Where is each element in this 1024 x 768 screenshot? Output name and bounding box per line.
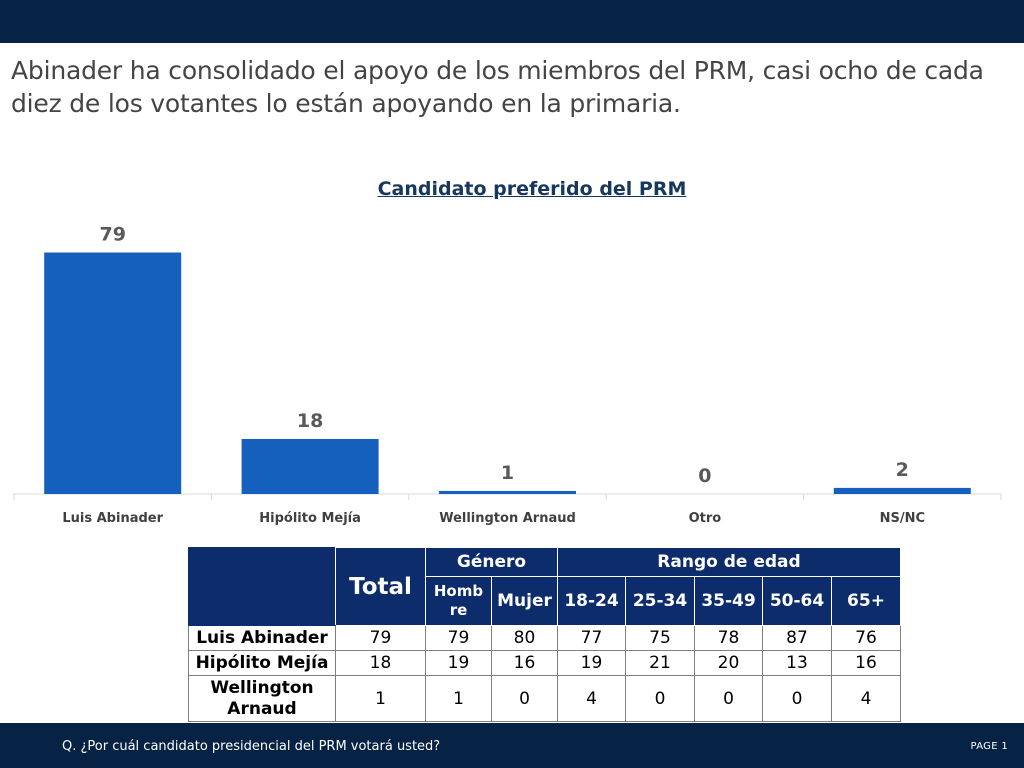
- table-header-genero: Género: [425, 547, 558, 577]
- x-tick-label: Hipólito Mejía: [259, 511, 361, 526]
- survey-question: Q. ¿Por cuál candidato presidencial del …: [62, 739, 441, 754]
- table-row: Luis Abinader 79 79 80 77 75 78 87 76: [188, 625, 901, 651]
- table-cell: 16: [831, 650, 901, 676]
- footer-bar: Q. ¿Por cuál candidato presidencial del …: [0, 723, 1024, 768]
- table-row-label: Hipólito Mejía: [188, 650, 336, 676]
- table-cell: 0: [762, 675, 832, 722]
- table-cell: 20: [694, 650, 763, 676]
- table-header-total: Total: [335, 547, 426, 626]
- table-cell: 77: [557, 625, 626, 651]
- bar-chart: 79 Luis Abinader 18 Hipólito Mejía 1 Wellingt…: [13, 224, 1002, 526]
- table-header-rango-de-edad: Rango de edad: [557, 547, 901, 577]
- table-cell: 16: [491, 650, 558, 676]
- table-cell: 1: [335, 675, 426, 722]
- table-cell: 0: [625, 675, 695, 722]
- table-header-age-65-plus: 65+: [831, 576, 901, 626]
- table-cell: 79: [425, 625, 492, 651]
- table-cell: 80: [491, 625, 558, 651]
- table-cell: 4: [831, 675, 901, 722]
- bar-ns-nc: [833, 487, 971, 494]
- bar-value-label: 18: [297, 410, 323, 432]
- top-banner: [0, 0, 1024, 43]
- table-cell: 87: [762, 625, 832, 651]
- table-row-label: Luis Abinader: [188, 625, 336, 651]
- table-header-age-50-64: 50-64: [762, 576, 832, 626]
- crosstab-table: Total Género Rango de edad Homb re Mujer …: [188, 547, 901, 722]
- page-number: PAGE 1: [970, 741, 1008, 752]
- bar-wellington-arnaud: [439, 490, 576, 494]
- x-tick-label: Otro: [689, 511, 722, 526]
- bar-value-label: 0: [698, 465, 711, 487]
- bar-hip-lito-mej-a: [241, 438, 379, 494]
- table-header-age-25-34: 25-34: [625, 576, 695, 626]
- table-header-hombre: Homb re: [425, 576, 492, 626]
- chart-title: Candidato preferido del PRM: [377, 178, 687, 200]
- table-corner-cell: [188, 547, 336, 626]
- x-tick-label: Luis Abinader: [62, 511, 163, 526]
- table-cell: 78: [694, 625, 763, 651]
- table-header-age-18-24: 18-24: [557, 576, 626, 626]
- table-row-label: Wellington Arnaud: [188, 675, 336, 722]
- table-cell: 4: [557, 675, 626, 722]
- table-cell: 19: [557, 650, 626, 676]
- bar-value-label: 2: [896, 459, 909, 481]
- table-cell: 1: [425, 675, 492, 722]
- table-cell: 0: [694, 675, 763, 722]
- table-cell: 18: [335, 650, 426, 676]
- table-row: Wellington Arnaud 1 1 0 4 0 0 0 4: [188, 675, 901, 722]
- table-cell: 0: [491, 675, 558, 722]
- table-row: Hipólito Mejía 18 19 16 19 21 20 13 16: [188, 650, 901, 676]
- bar-luis-abinader: [44, 252, 182, 494]
- bar-value-label: 1: [501, 462, 514, 484]
- table-cell: 75: [625, 625, 695, 651]
- x-tick-label: NS/NC: [880, 511, 925, 526]
- table-cell: 79: [335, 625, 426, 651]
- table-cell: 19: [425, 650, 492, 676]
- bar-value-label: 79: [99, 224, 125, 246]
- table-cell: 13: [762, 650, 832, 676]
- x-tick-label: Wellington Arnaud: [439, 511, 576, 526]
- table-header-mujer: Mujer: [491, 576, 558, 626]
- table-header-age-35-49: 35-49: [694, 576, 763, 626]
- table-cell: 76: [831, 625, 901, 651]
- page-headline: Abinader ha consolidado el apoyo de los …: [11, 56, 984, 118]
- table-cell: 21: [625, 650, 695, 676]
